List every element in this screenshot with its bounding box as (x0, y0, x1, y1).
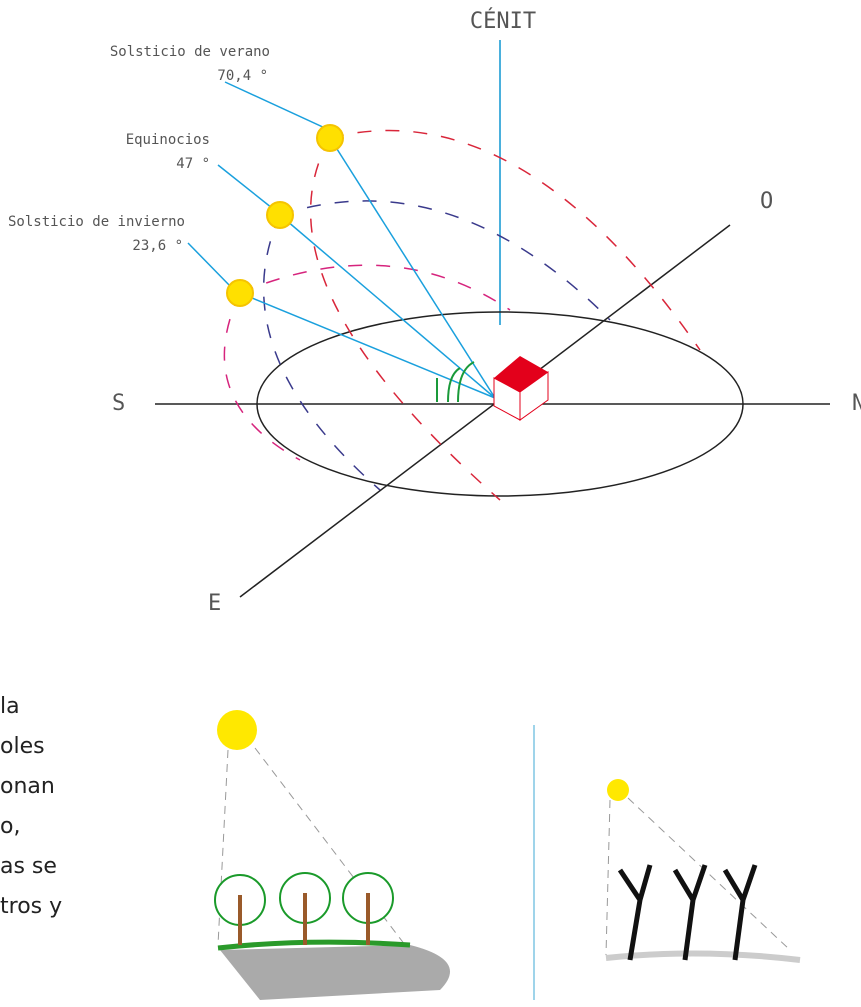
sun-angle: 23,6 ° (132, 238, 183, 254)
house (493, 356, 549, 421)
zenith-label: CÉNIT (470, 8, 536, 34)
summer-arc (329, 129, 701, 351)
horizon (256, 311, 744, 497)
south-label: S (112, 391, 125, 416)
sun-angle: 47 ° (176, 156, 210, 172)
north-label: N (852, 391, 861, 416)
body-line: as se (0, 854, 57, 879)
eo-axis (239, 224, 731, 598)
summer-arc-low (309, 137, 501, 501)
body-line: o, (0, 814, 20, 839)
equinox-arc (279, 200, 611, 321)
equinox-arc-low (262, 214, 381, 491)
rays (187, 81, 496, 399)
body-line: tros y (0, 894, 62, 919)
body-line: la (0, 694, 20, 719)
sun-label: Equinocios (126, 132, 210, 148)
body-text: la oles onan o, as se tros y (0, 694, 62, 919)
west-label: O (760, 189, 773, 214)
sun-angle: 70,4 ° (217, 68, 268, 84)
sun-label: Solsticio de verano (110, 44, 270, 60)
body-line: onan (0, 774, 55, 799)
summer-trees (214, 710, 450, 1000)
green-arrows (436, 361, 475, 403)
sun-label: Solsticio de invierno (8, 214, 185, 230)
winter-trees (605, 779, 801, 963)
winter-arc (239, 264, 511, 311)
east-label: E (208, 591, 221, 616)
body-line: oles (0, 734, 45, 759)
suns (226, 124, 344, 307)
winter-arc-low (223, 292, 301, 461)
